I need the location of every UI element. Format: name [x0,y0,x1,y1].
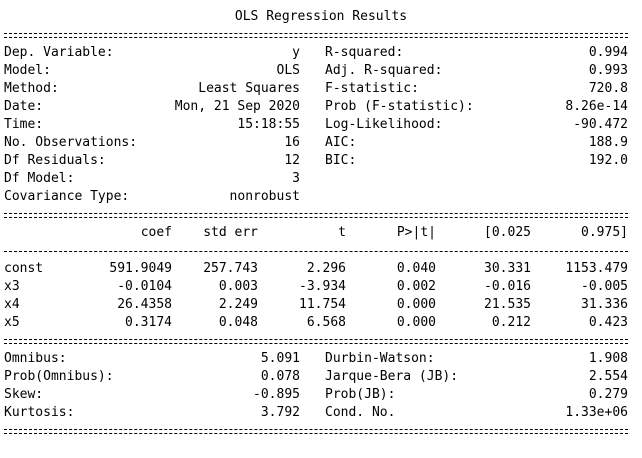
value: 2.554 [588,369,628,384]
label: Cond. No. [325,405,396,420]
cell: 0.000 [396,315,436,330]
label: Dep. Variable: [4,45,114,60]
cell: 0.3174 [125,315,172,330]
value: Least Squares [198,81,300,96]
separator [4,339,628,344]
label: BIC: [325,153,357,168]
label: Df Model: [4,171,75,186]
label: No. Observations: [4,135,138,150]
variable-name: x5 [4,315,20,330]
value: 15:18:55 [237,117,300,132]
cell: 2.249 [218,297,258,312]
value: 3 [292,171,300,186]
label: Prob(Omnibus): [4,369,114,384]
variable-name: x3 [4,279,20,294]
label: AIC: [325,135,357,150]
cell: 591.9049 [109,261,172,276]
label: Model: [4,63,51,78]
value: Mon, 21 Sep 2020 [174,99,300,114]
value: -0.895 [253,387,300,402]
cell: 257.743 [203,261,258,276]
cell: 0.000 [396,297,436,312]
cell: -0.005 [581,279,628,294]
cell: -0.0104 [117,279,172,294]
label: Method: [4,81,59,96]
separator [4,33,628,38]
label: Jarque-Bera (JB): [325,369,459,384]
label: Kurtosis: [4,405,75,420]
column-header: [0.025 [484,225,531,240]
label: F-statistic: [325,81,419,96]
cell: 26.4358 [117,297,172,312]
label: Adj. R-squared: [325,63,443,78]
label: Prob(JB): [325,387,396,402]
value: 0.993 [588,63,628,78]
label: Date: [4,99,44,114]
cell: 6.568 [306,315,346,330]
cell: -3.934 [299,279,346,294]
cell: 30.331 [484,261,531,276]
cell: 31.336 [581,297,628,312]
title: OLS Regression Results [234,9,408,24]
cell: -0.016 [484,279,531,294]
cell: 0.002 [396,279,436,294]
column-header: coef [140,225,172,240]
label: Covariance Type: [4,189,130,204]
column-header: std err [203,225,258,240]
separator [4,429,628,434]
variable-name: const [4,261,44,276]
value: 8.26e-14 [565,99,628,114]
column-header: P>|t| [396,225,436,240]
label: Time: [4,117,44,132]
cell: 0.003 [218,279,258,294]
separator [4,213,628,218]
value: y [292,45,300,60]
value: 720.8 [588,81,628,96]
cell: 2.296 [306,261,346,276]
value: 12 [284,153,300,168]
label: R-squared: [325,45,404,60]
value: 0.279 [588,387,628,402]
label: Df Residuals: [4,153,106,168]
value: 1.33e+06 [565,405,628,420]
cell: 0.212 [491,315,531,330]
cell: 0.040 [396,261,436,276]
value: 0.994 [588,45,628,60]
label: Durbin-Watson: [325,351,435,366]
variable-name: x4 [4,297,20,312]
label: Prob (F-statistic): [325,99,474,114]
column-header: t [338,225,346,240]
cell: 0.048 [218,315,258,330]
label: Omnibus: [4,351,67,366]
separator [4,251,628,252]
value: -90.472 [573,117,628,132]
value: OLS [276,63,300,78]
value: 0.078 [260,369,300,384]
cell: 0.423 [588,315,628,330]
value: 188.9 [588,135,628,150]
cell: 21.535 [484,297,531,312]
value: 16 [284,135,300,150]
label: Log-Likelihood: [325,117,443,132]
label: Skew: [4,387,44,402]
value: 5.091 [260,351,300,366]
cell: 1153.479 [565,261,628,276]
cell: 11.754 [299,297,346,312]
value: 192.0 [588,153,628,168]
column-header: 0.975] [581,225,628,240]
value: 3.792 [260,405,300,420]
value: 1.908 [588,351,628,366]
value: nonrobust [229,189,300,204]
